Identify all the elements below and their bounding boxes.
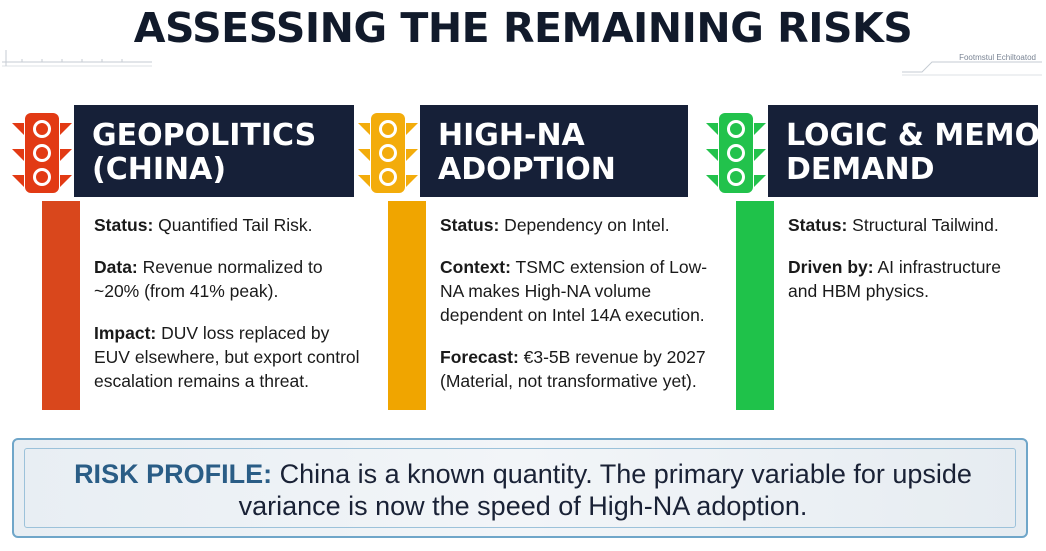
panel-body: Status: Dependency on Intel. Context: TS…: [440, 213, 715, 411]
panel-body: Status: Quantified Tail Risk. Data: Reve…: [94, 213, 364, 411]
traffic-light-amber-icon: [358, 113, 418, 193]
traffic-light-green-icon: [706, 113, 766, 193]
traffic-light-red-icon: [12, 113, 72, 193]
decorative-ruler-right: [902, 61, 1042, 76]
status-paragraph: Status: Quantified Tail Risk.: [94, 215, 313, 235]
status-paragraph: Status: Structural Tailwind.: [788, 215, 999, 235]
header-line: (CHINA): [92, 152, 227, 187]
status-bar-green: [736, 201, 774, 410]
status-paragraph: Status: Dependency on Intel.: [440, 215, 670, 235]
impact-paragraph: Impact: DUV loss replaced by EUV elsewhe…: [94, 323, 360, 391]
header-line: LOGIC & MEMORY: [786, 118, 1046, 153]
driver-paragraph: Driven by: AI infrastructure and HBM phy…: [788, 257, 1001, 301]
panel-header: HIGH-NA ADOPTION: [420, 105, 688, 197]
risk-profile-inner-border: [24, 448, 1016, 528]
context-paragraph: Context: TSMC extension of Low-NA makes …: [440, 257, 708, 325]
risk-panel-geopolitics: GEOPOLITICS (CHINA) Status: Quantified T…: [12, 105, 360, 410]
header-line: HIGH-NA: [438, 118, 585, 153]
forecast-paragraph: Forecast: €3-5B revenue by 2027 (Materia…: [440, 347, 706, 391]
risk-profile-body: China is a known quantity. The primary v…: [238, 459, 972, 521]
data-paragraph: Data: Revenue normalized to ~20% (from 4…: [94, 257, 323, 301]
watermark-text: Footmstul Echiltoatod: [959, 53, 1036, 62]
panel-header: LOGIC & MEMORY DEMAND: [768, 105, 1046, 197]
decorative-ruler-left: [2, 50, 152, 67]
page-title: ASSESSING THE REMAINING RISKS: [133, 4, 913, 52]
risk-panel-logic-memory: LOGIC & MEMORY DEMAND Status: Structural…: [706, 105, 1046, 410]
status-bar-amber: [388, 201, 426, 410]
status-bar-red: [42, 201, 80, 410]
header-line: GEOPOLITICS: [92, 118, 317, 153]
panel-body: Status: Structural Tailwind. Driven by: …: [788, 213, 1028, 321]
risk-panel-high-na: HIGH-NA ADOPTION Status: Dependency on I…: [358, 105, 707, 410]
risk-profile-label: RISK PROFILE:: [74, 459, 273, 489]
header-line: DEMAND: [786, 152, 935, 187]
risk-profile-text: RISK PROFILE: China is a known quantity.…: [40, 458, 1006, 522]
risk-profile-box: [12, 438, 1028, 538]
panel-header: GEOPOLITICS (CHINA): [74, 105, 354, 197]
header-line: ADOPTION: [438, 152, 616, 187]
